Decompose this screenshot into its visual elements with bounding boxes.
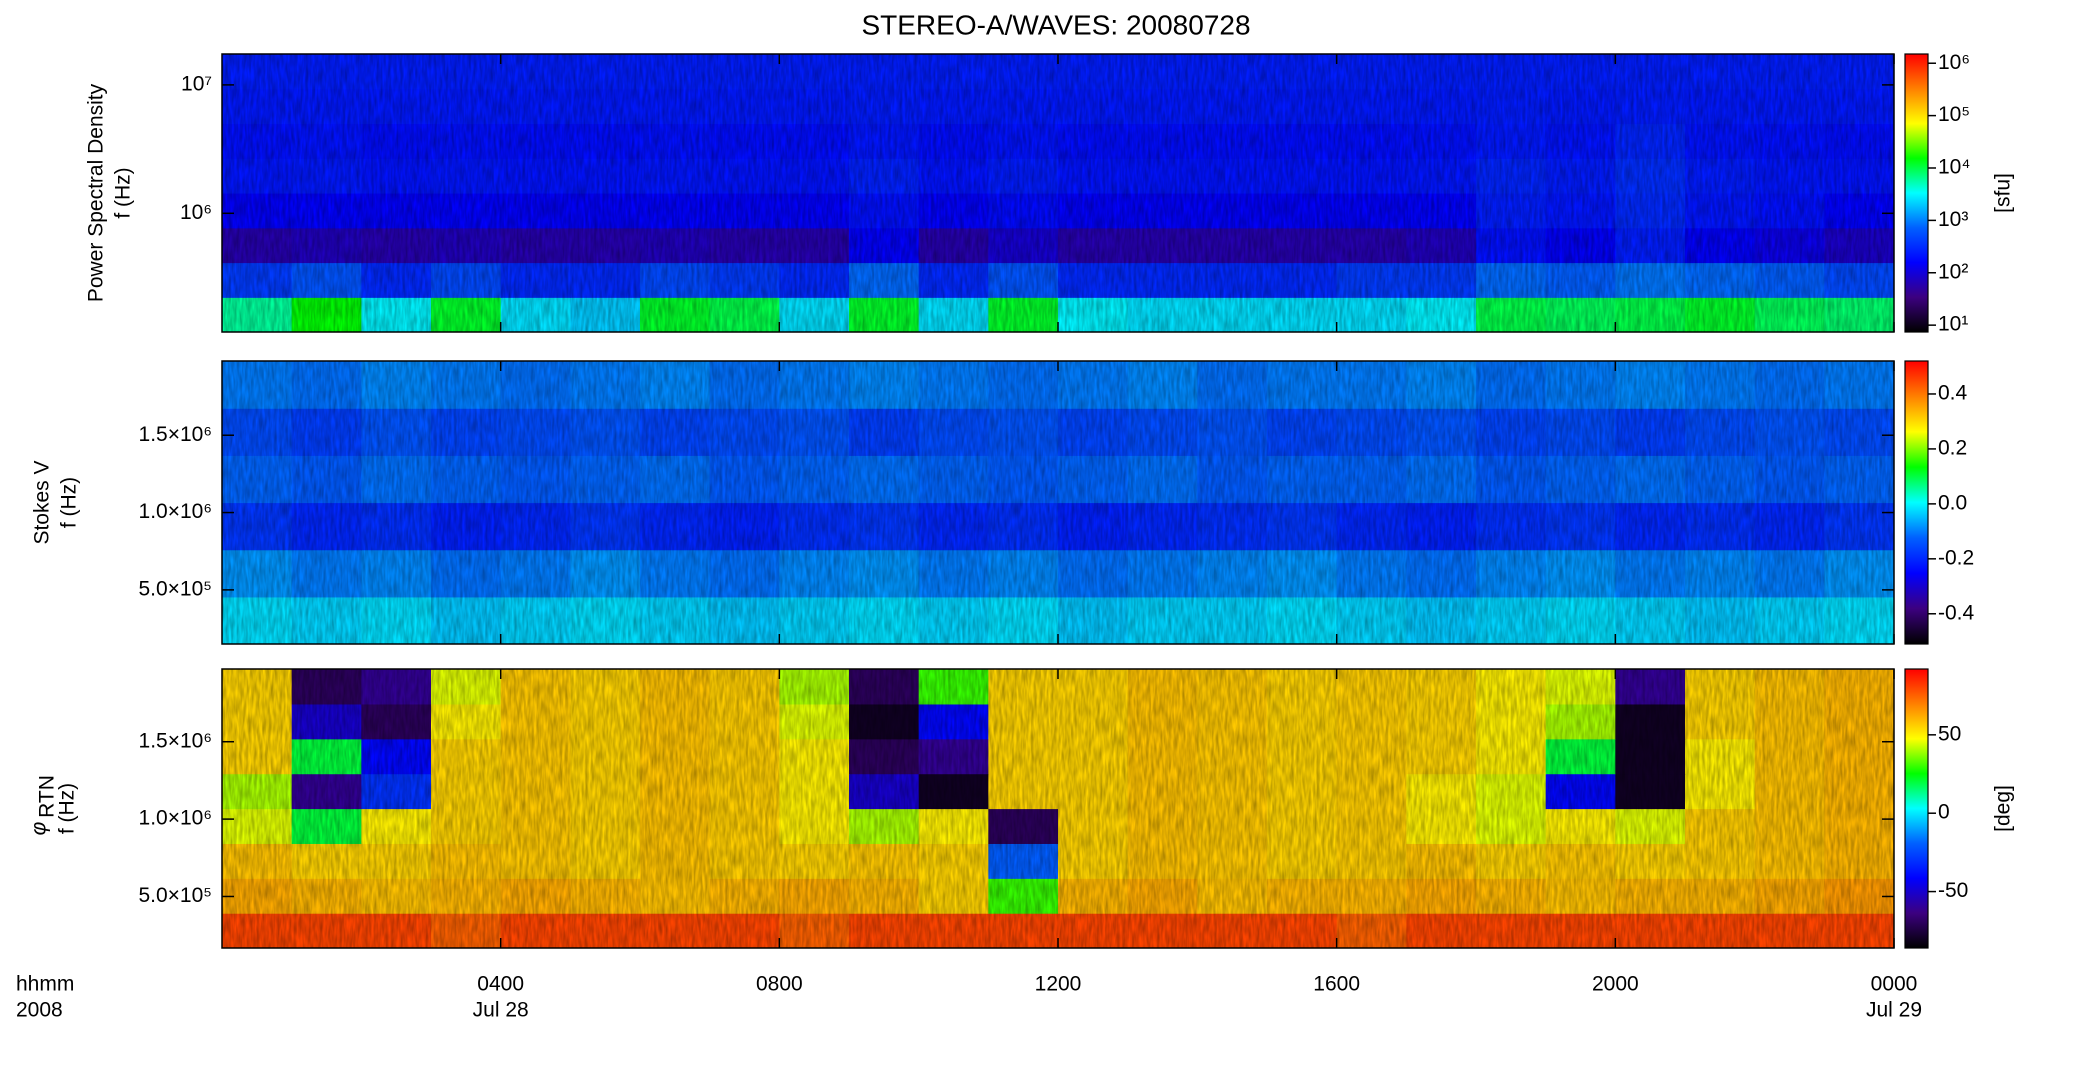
colorbar-label: [deg] bbox=[1992, 785, 2015, 832]
colorbar-tick-label: -0.2 bbox=[1938, 546, 1974, 569]
x-tick-label: 0400 bbox=[477, 973, 524, 996]
colorbar-tick-label: 0 bbox=[1938, 801, 1950, 824]
colorbar bbox=[1904, 668, 1929, 949]
y-tick-label: 10⁷ bbox=[181, 72, 212, 95]
x-tick-label: 1200 bbox=[1035, 973, 1082, 996]
x-tick-label: 0000 bbox=[1871, 973, 1918, 996]
x-unit-label: hhmm bbox=[16, 973, 74, 996]
y-tick-label: 1.5×10⁶ bbox=[139, 729, 212, 752]
y-axis-subscript: RTN bbox=[36, 775, 59, 818]
y-tick-label: 1.5×10⁶ bbox=[139, 423, 212, 446]
y-axis-title: Power Spectral Density bbox=[85, 83, 108, 302]
colorbar-tick-label: 50 bbox=[1938, 722, 1961, 745]
colorbar-tick-label: -0.4 bbox=[1938, 601, 1975, 624]
x-date-label: Jul 29 bbox=[1866, 999, 1922, 1022]
y-axis-label: f (Hz) bbox=[58, 477, 81, 528]
colorbar-tick-label: 0.2 bbox=[1938, 436, 1967, 459]
colorbar bbox=[1904, 360, 1929, 645]
x-date-label: Jul 28 bbox=[473, 999, 529, 1022]
texture bbox=[222, 54, 1894, 332]
colorbar-tick-label: 10¹ bbox=[1938, 313, 1968, 336]
texture bbox=[222, 669, 1894, 948]
year-label: 2008 bbox=[16, 999, 63, 1022]
colorbar-tick-label: -50 bbox=[1938, 879, 1968, 902]
y-axis-title: Stokes V bbox=[31, 460, 54, 544]
chart-title: STEREO-A/WAVES: 20080728 bbox=[861, 9, 1250, 40]
colorbar-tick-label: 0.0 bbox=[1938, 491, 1967, 514]
colorbar-tick-label: 10³ bbox=[1938, 208, 1968, 231]
colorbar-tick-label: 10² bbox=[1938, 260, 1968, 283]
y-tick-label: 10⁶ bbox=[180, 201, 212, 224]
y-axis-label: f (Hz) bbox=[56, 783, 79, 834]
colorbar bbox=[1904, 53, 1929, 333]
x-tick-label: 1600 bbox=[1313, 973, 1360, 996]
colorbar-tick-label: 10⁴ bbox=[1938, 156, 1970, 179]
x-tick-label: 0800 bbox=[756, 973, 803, 996]
y-tick-label: 1.0×10⁶ bbox=[139, 500, 212, 523]
heatmap bbox=[222, 669, 1894, 948]
heatmap bbox=[222, 54, 1894, 332]
heatmap bbox=[222, 361, 1894, 644]
colorbar-label: [sfu] bbox=[1992, 173, 2015, 213]
y-tick-label: 5.0×10⁵ bbox=[138, 884, 212, 907]
y-axis-label: f (Hz) bbox=[112, 167, 135, 218]
colorbar-tick-label: 10⁶ bbox=[1938, 51, 1970, 74]
y-tick-label: 1.0×10⁶ bbox=[139, 807, 212, 830]
colorbar-tick-label: 10⁵ bbox=[1938, 103, 1970, 126]
x-tick-label: 2000 bbox=[1592, 973, 1639, 996]
y-tick-label: 5.0×10⁵ bbox=[138, 577, 212, 600]
colorbar-tick-label: 0.4 bbox=[1938, 382, 1968, 405]
y-axis-symbol: φ bbox=[28, 821, 51, 835]
texture bbox=[222, 361, 1894, 644]
